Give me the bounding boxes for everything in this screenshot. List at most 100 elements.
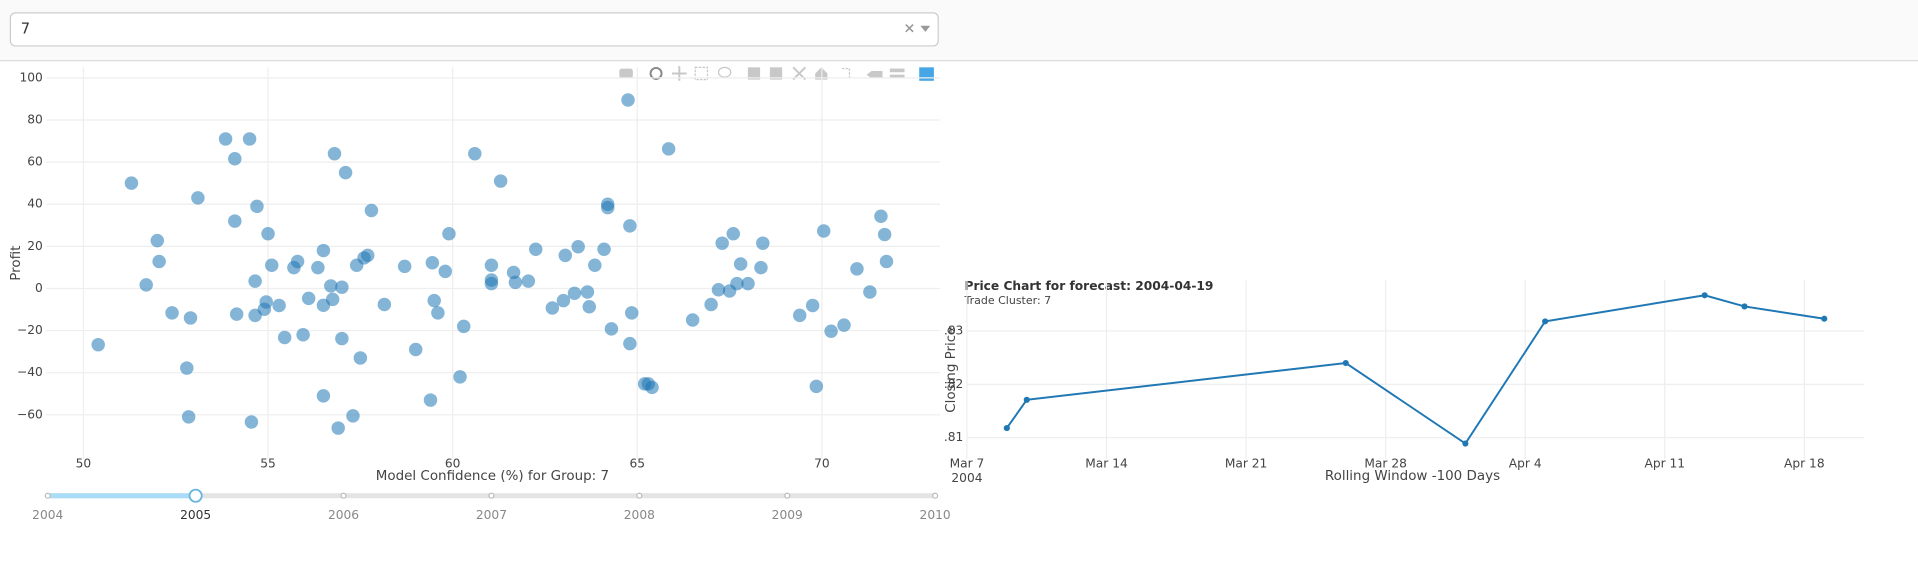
scatter-point[interactable] <box>228 214 242 228</box>
slider-step[interactable] <box>932 492 939 499</box>
slider-step[interactable] <box>488 492 495 499</box>
scatter-point[interactable] <box>272 298 286 313</box>
hover-compare-icon[interactable] <box>889 74 905 79</box>
scatter-point[interactable] <box>733 257 748 271</box>
scatter-point[interactable] <box>816 224 831 238</box>
scatter-point[interactable] <box>311 260 325 275</box>
scatter-point[interactable] <box>361 248 375 263</box>
scatter-point[interactable] <box>623 219 637 233</box>
spike-icon[interactable] <box>842 67 851 79</box>
scatter-point[interactable] <box>301 291 316 306</box>
zoom-in-icon[interactable] <box>747 67 761 80</box>
scatter-point[interactable] <box>442 226 456 241</box>
zoom-out-icon[interactable] <box>769 67 783 80</box>
scatter-point[interactable] <box>218 132 233 146</box>
scatter-point[interactable] <box>427 293 441 308</box>
slider-label[interactable]: 2006 <box>328 508 359 522</box>
caret-icon[interactable] <box>920 25 931 32</box>
scatter-point[interactable] <box>730 276 744 291</box>
slider-label[interactable]: 2010 <box>920 508 951 522</box>
slider-handle[interactable] <box>188 488 203 503</box>
scatter-point[interactable] <box>850 262 864 276</box>
scatter-point[interactable] <box>250 199 264 214</box>
price-marker[interactable] <box>1003 425 1010 432</box>
scatter-point[interactable] <box>335 280 349 294</box>
hover-compare-icon[interactable] <box>889 68 905 73</box>
scatter-point[interactable] <box>327 146 342 161</box>
slider-label[interactable]: 2005 <box>180 508 211 522</box>
scatter-point[interactable] <box>409 342 423 357</box>
scatter-point[interactable] <box>597 242 611 257</box>
scatter-point[interactable] <box>150 233 165 248</box>
scatter-point[interactable] <box>792 308 807 323</box>
scatter-point[interactable] <box>425 256 440 270</box>
scatter-point[interactable] <box>863 285 877 299</box>
pan-icon[interactable] <box>671 66 687 81</box>
scatter-point[interactable] <box>621 93 635 107</box>
scatter-point[interactable] <box>508 275 523 290</box>
scatter-point[interactable] <box>624 306 639 320</box>
scatter-point[interactable] <box>438 264 453 279</box>
scatter-point[interactable] <box>228 152 242 166</box>
slider-label[interactable]: 2009 <box>772 508 803 522</box>
scatter-point[interactable] <box>91 337 105 352</box>
scatter-point[interactable] <box>567 286 582 301</box>
scatter-point[interactable] <box>431 306 445 320</box>
scatter-point[interactable] <box>397 259 412 274</box>
zoom-icon[interactable] <box>649 66 663 80</box>
scatter-point[interactable] <box>604 322 619 336</box>
scatter-point[interactable] <box>805 298 820 313</box>
scatter-point[interactable] <box>493 174 508 188</box>
scatter-point[interactable] <box>377 297 392 312</box>
scatter-point[interactable] <box>242 132 257 146</box>
scatter-point[interactable] <box>837 318 851 332</box>
scatter-point[interactable] <box>338 165 353 180</box>
scatter-point[interactable] <box>165 306 179 320</box>
price-marker[interactable] <box>1542 318 1549 325</box>
scatter-point[interactable] <box>353 351 368 365</box>
scatter-point[interactable] <box>685 313 700 327</box>
clear-icon[interactable] <box>905 23 914 33</box>
dropdown-box[interactable] <box>9 12 939 47</box>
slider-step[interactable] <box>44 492 51 499</box>
scatter-point[interactable] <box>316 389 331 403</box>
scatter-point[interactable] <box>528 242 543 257</box>
scatter-point[interactable] <box>335 331 349 346</box>
scatter-point[interactable] <box>457 319 471 334</box>
scatter-point[interactable] <box>715 236 729 250</box>
scatter-point[interactable] <box>229 307 244 321</box>
scatter-point[interactable] <box>296 328 310 342</box>
scatter-point[interactable] <box>181 410 196 424</box>
scatter-point[interactable] <box>248 274 262 288</box>
scatter-point[interactable] <box>556 293 571 308</box>
scatter-point[interactable] <box>453 370 467 384</box>
scatter-point[interactable] <box>191 191 205 205</box>
scatter-point[interactable] <box>124 176 139 190</box>
scatter-point[interactable] <box>874 209 888 223</box>
price-marker[interactable] <box>1821 315 1828 322</box>
slider-step[interactable] <box>340 492 347 499</box>
scatter-point[interactable] <box>468 146 482 161</box>
scatter-point[interactable] <box>726 226 740 241</box>
scatter-point[interactable] <box>661 142 676 156</box>
scatter-point[interactable] <box>324 279 338 293</box>
scatter-point[interactable] <box>558 248 573 263</box>
scatter-point[interactable] <box>521 274 536 288</box>
scatter-point[interactable] <box>331 421 345 435</box>
price-marker[interactable] <box>1701 292 1708 299</box>
scatter-point[interactable] <box>259 295 273 309</box>
scatter-point[interactable] <box>261 226 275 241</box>
camera-icon[interactable] <box>619 68 633 79</box>
scatter-point[interactable] <box>571 240 585 254</box>
slider-label[interactable]: 2007 <box>476 508 507 522</box>
scatter-point[interactable] <box>580 285 595 299</box>
scatter-point[interactable] <box>600 197 615 211</box>
scatter-point[interactable] <box>582 300 596 314</box>
slider-label[interactable]: 2004 <box>32 508 63 522</box>
scatter-point[interactable] <box>824 324 838 338</box>
scatter-point[interactable] <box>244 415 259 429</box>
price-marker[interactable] <box>1023 396 1030 403</box>
scatter-point[interactable] <box>183 311 198 325</box>
plotly-logo[interactable] <box>919 67 934 81</box>
scatter-point[interactable] <box>139 278 153 292</box>
